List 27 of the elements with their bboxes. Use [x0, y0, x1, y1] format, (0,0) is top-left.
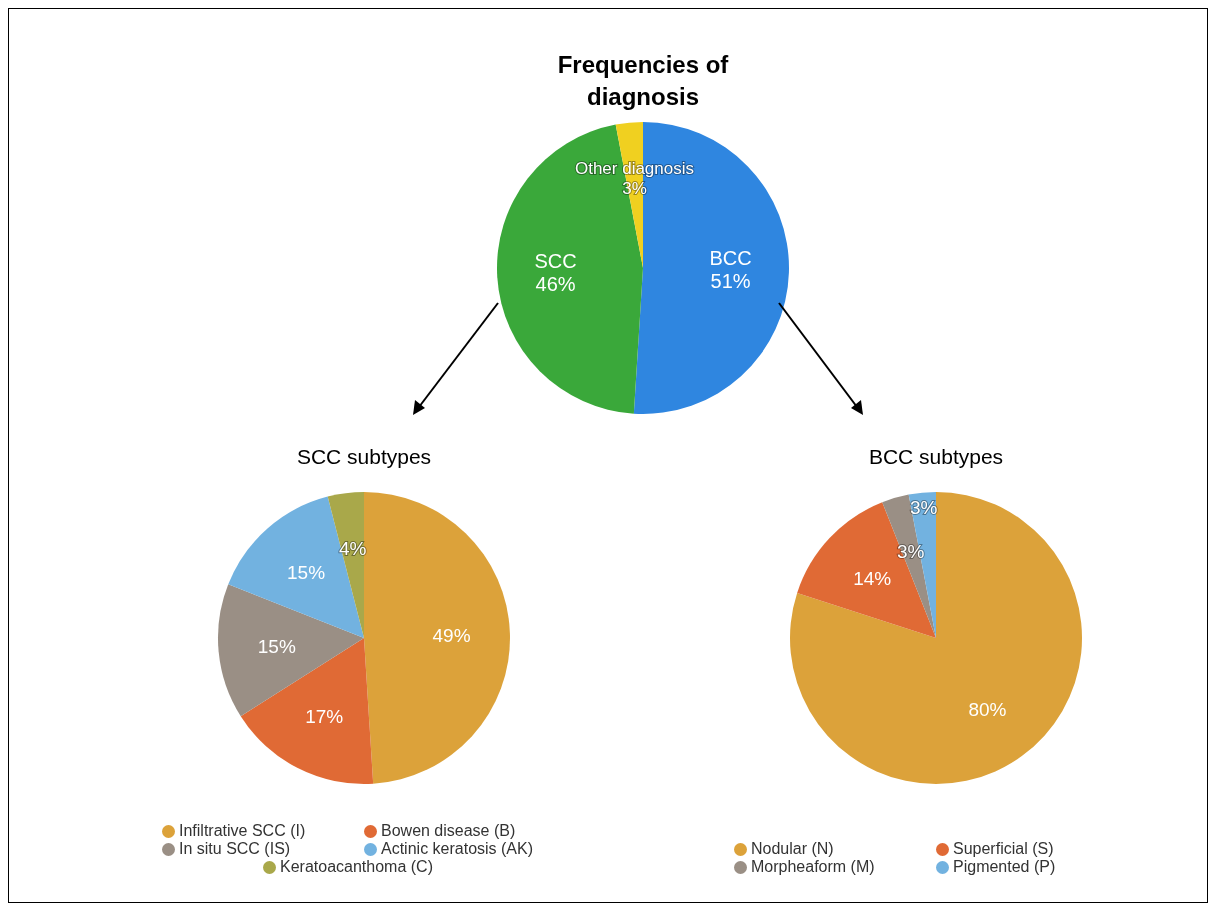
legend-label: Nodular (N) [751, 840, 835, 858]
pie-slice [797, 502, 936, 638]
pie-slice [364, 492, 510, 784]
slice-label: SCC [534, 249, 577, 272]
legend-label: Superficial (S) [953, 840, 1055, 858]
data-label: 15% [287, 561, 326, 583]
slice-label: BCC [709, 246, 752, 269]
data-label: 14% [853, 567, 892, 589]
legend-label: Keratoacanthoma (C) [280, 858, 434, 876]
data-label: 17% [305, 705, 344, 727]
pie-slice [240, 638, 374, 784]
chart-title: SCC subtypes [295, 444, 433, 470]
legend-label: In situ SCC (IS) [179, 840, 292, 858]
legend-label: Actinic keratosis (AK) [381, 840, 535, 858]
chart-title: BCC subtypes [867, 444, 1005, 470]
legend-label: Infiltrative SCC (I) [179, 822, 307, 840]
pie-slice [228, 496, 364, 638]
legend-label: Pigmented (P) [953, 858, 1057, 876]
data-label: 49% [432, 624, 471, 646]
data-label: 80% [968, 698, 1007, 720]
legend-label: Morpheaform (M) [751, 858, 876, 876]
chart-title: Frequencies of diagnosis [556, 50, 730, 112]
data-label: 51% [710, 269, 751, 292]
pie-slice [790, 492, 1082, 784]
data-label: 46% [535, 272, 576, 295]
legend-label: Bowen disease (B) [381, 822, 517, 840]
data-label: 15% [257, 635, 296, 657]
